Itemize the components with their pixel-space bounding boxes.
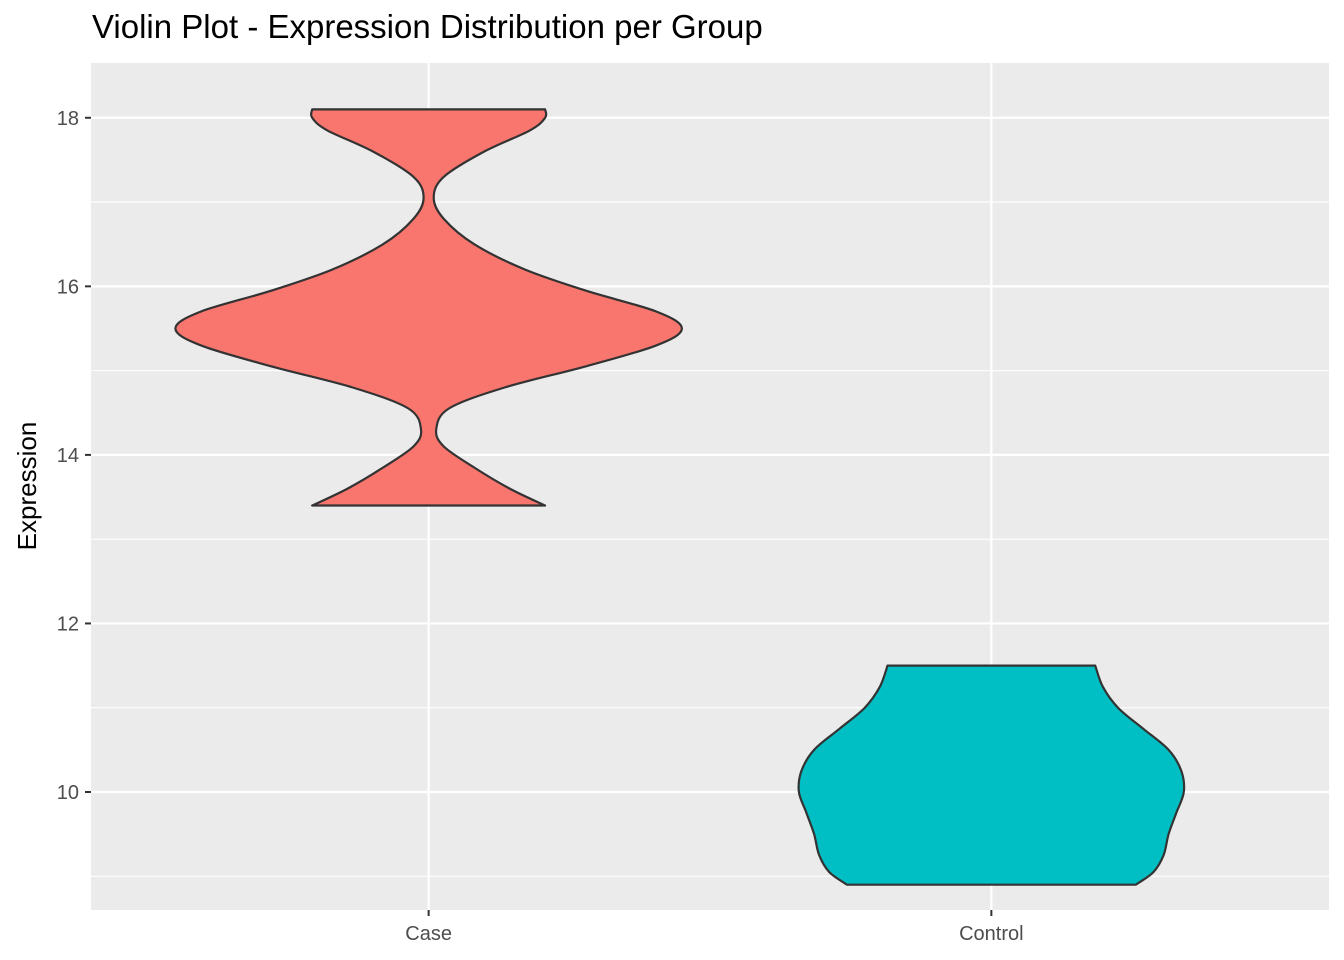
violins bbox=[174, 108, 1186, 886]
y-axis: 10 12 14 16 18 bbox=[57, 108, 91, 804]
y-tick-label: 12 bbox=[57, 613, 79, 635]
y-tick-label: 16 bbox=[57, 276, 79, 298]
y-tick-label: 18 bbox=[57, 108, 79, 130]
y-tick-label: 14 bbox=[57, 445, 79, 467]
y-axis-title: Expression bbox=[12, 422, 42, 551]
violin-case bbox=[174, 108, 683, 507]
x-tick-label: Case bbox=[405, 923, 452, 945]
x-tick-label: Control bbox=[959, 923, 1023, 945]
y-tick-label: 10 bbox=[57, 782, 79, 804]
chart-title: Violin Plot - Expression Distribution pe… bbox=[92, 8, 763, 45]
x-axis: Case Control bbox=[405, 910, 1024, 945]
violin-control bbox=[797, 664, 1186, 886]
